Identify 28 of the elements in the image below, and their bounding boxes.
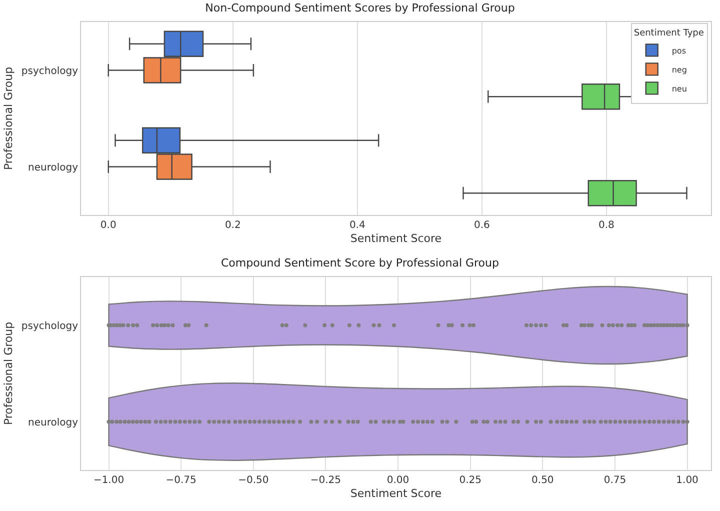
- legend-title: Sentiment Type: [634, 28, 704, 39]
- x-tick-label: 0.4: [349, 220, 366, 231]
- x-tick-label: −1.00: [93, 475, 124, 486]
- y-tick-label: neurology: [28, 162, 78, 174]
- x-tick-label: −0.25: [310, 475, 342, 486]
- x-tick-label: 0.75: [604, 475, 626, 486]
- x-axis-title: Sentiment Score: [350, 232, 442, 246]
- x-tick-label: 0.25: [459, 475, 482, 486]
- x-axis-title: Sentiment Score: [350, 487, 442, 500]
- x-tick-label: −0.50: [238, 475, 269, 486]
- legend-label: pos: [672, 46, 686, 56]
- x-tick-label: 0.8: [598, 220, 614, 231]
- chart-title: Compound Sentiment Score by Professional Group: [220, 256, 500, 270]
- legend-label: neg: [672, 65, 687, 74]
- x-tick-label: 1.00: [676, 475, 698, 486]
- x-tick-label: 0.0: [100, 220, 116, 231]
- y-tick-label: psychology: [21, 66, 78, 77]
- y-axis-title: Professional Group: [2, 66, 16, 170]
- y-axis-title: Professional Group: [2, 322, 16, 426]
- chart-title: Non-Compound Sentiment Scores by Professional Group: [205, 2, 515, 15]
- x-tick-label: 0.2: [224, 220, 241, 231]
- x-tick-label: 0.00: [386, 475, 410, 486]
- x-tick-label: 0.50: [532, 475, 554, 486]
- y-tick-label: neurology: [28, 417, 78, 428]
- y-tick-label: psychology: [21, 320, 78, 332]
- legend-label: neu: [672, 84, 687, 94]
- x-tick-label: −0.75: [166, 475, 196, 486]
- x-tick-label: 0.6: [474, 220, 490, 231]
